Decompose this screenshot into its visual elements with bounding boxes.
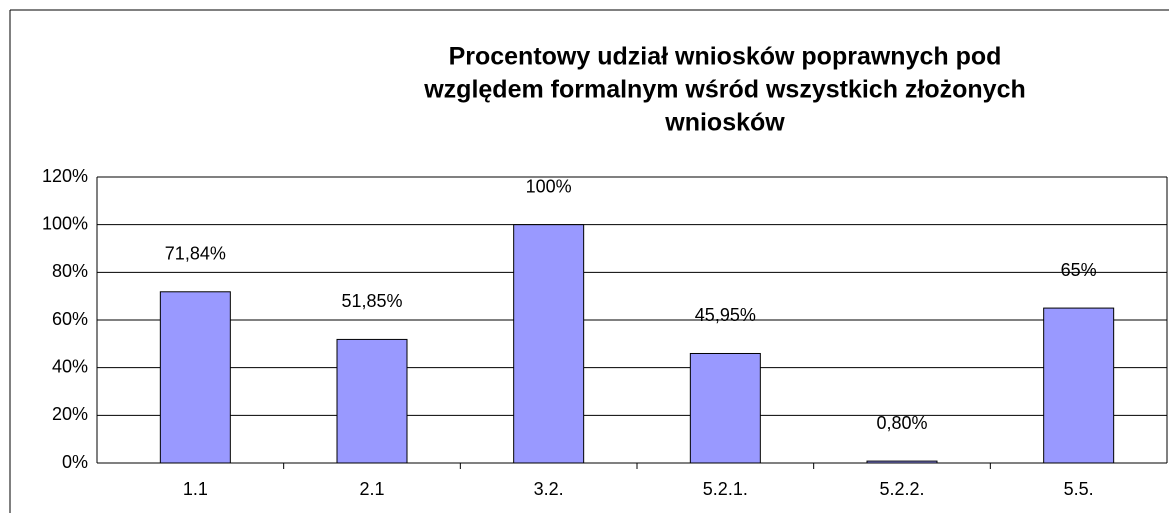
data-label: 65%	[1061, 260, 1097, 280]
x-tick-label: 5.5.	[1064, 479, 1094, 499]
bar	[866, 460, 938, 464]
y-tick-label: 80%	[52, 261, 88, 281]
data-label: 45,95%	[695, 305, 756, 325]
bar	[336, 338, 408, 464]
bar	[689, 352, 761, 464]
data-label: 100%	[526, 176, 572, 196]
x-tick-label: 5.2.2.	[879, 479, 924, 499]
x-tick-label: 3.2.	[534, 479, 564, 499]
y-tick-label: 100%	[42, 213, 88, 233]
y-tick-label: 0%	[62, 452, 88, 472]
data-label: 71,84%	[165, 244, 226, 264]
bar	[513, 224, 585, 464]
data-label: 0,80%	[876, 413, 927, 433]
y-tick-label: 40%	[52, 356, 88, 376]
chart-title: wniosków	[664, 109, 785, 137]
chart-title: Procentowy udział wniosków poprawnych po…	[449, 43, 1002, 71]
bar	[1043, 307, 1115, 464]
chart-title: względem formalnym wśród wszystkich złoż…	[423, 76, 1026, 104]
y-tick-label: 120%	[42, 166, 88, 186]
x-tick-label: 1.1	[183, 479, 208, 499]
bar	[159, 291, 231, 464]
y-tick-label: 60%	[52, 309, 88, 329]
y-tick-label: 20%	[52, 404, 88, 424]
x-tick-label: 2.1	[359, 479, 384, 499]
x-tick-label: 5.2.1.	[703, 479, 748, 499]
data-label: 51,85%	[341, 291, 402, 311]
